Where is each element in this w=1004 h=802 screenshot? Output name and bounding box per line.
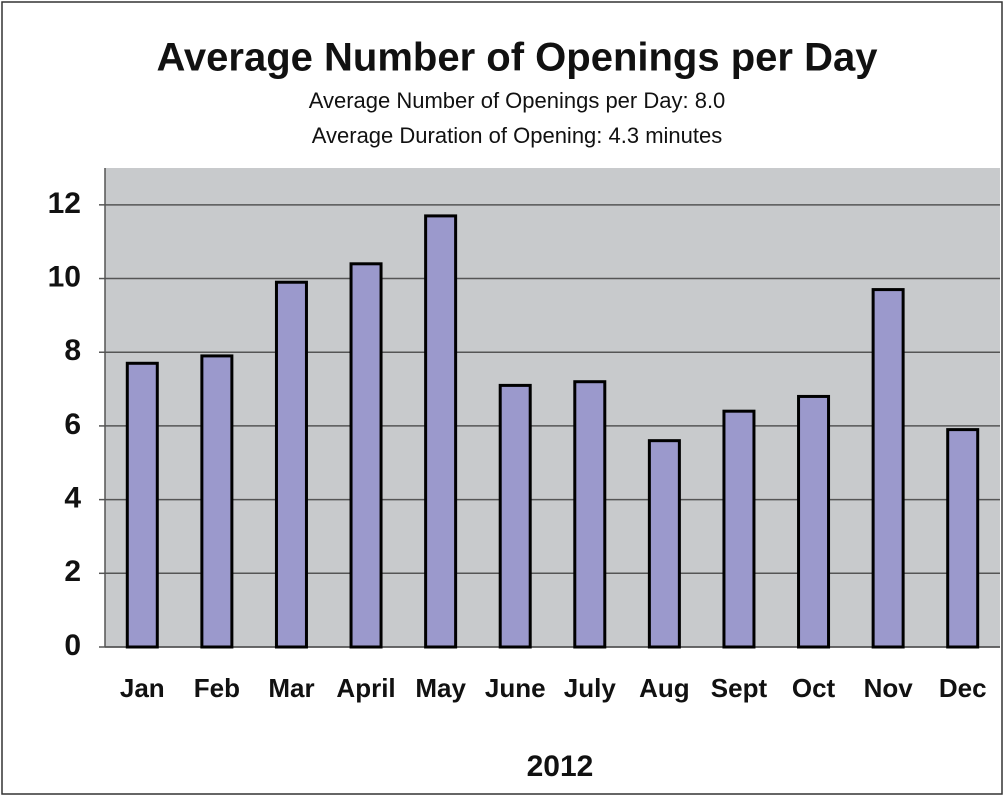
x-tick-label: Sept — [711, 673, 768, 703]
bar — [274, 280, 308, 649]
bar — [722, 409, 756, 649]
chart-subtitle: Average Number of Openings per Day: 8.0 — [309, 88, 726, 113]
y-tick-label: 6 — [64, 408, 81, 441]
x-tick-label: June — [485, 673, 546, 703]
y-tick-label: 4 — [64, 482, 81, 515]
bar — [797, 394, 831, 649]
x-tick-label: Feb — [194, 673, 240, 703]
chart-title: Average Number of Openings per Day — [157, 36, 879, 80]
x-tick-label: Aug — [639, 673, 690, 703]
bar — [573, 380, 607, 649]
bar — [647, 439, 681, 649]
x-tick-label: April — [336, 673, 395, 703]
x-tick-label: July — [564, 673, 617, 703]
x-tick-label: May — [415, 673, 466, 703]
bar — [498, 383, 532, 649]
bar — [871, 288, 905, 649]
bar — [200, 354, 234, 649]
bar — [946, 428, 980, 649]
plot-area — [105, 168, 1000, 647]
y-tick-label: 0 — [64, 629, 81, 662]
x-tick-label: Oct — [792, 673, 836, 703]
y-tick-label: 10 — [48, 260, 81, 293]
y-tick-label: 12 — [48, 187, 81, 220]
x-tick-label: Jan — [120, 673, 165, 703]
bar — [349, 262, 383, 649]
y-tick-label: 8 — [64, 334, 81, 367]
y-tick-label: 2 — [64, 555, 81, 588]
chart-subtitle: Average Duration of Opening: 4.3 minutes — [312, 123, 723, 148]
x-tick-label: Dec — [939, 673, 987, 703]
bar — [424, 214, 458, 649]
x-tick-label: Nov — [864, 673, 914, 703]
x-axis-label: 2012 — [527, 750, 594, 783]
x-tick-label: Mar — [268, 673, 314, 703]
bar — [125, 361, 159, 649]
